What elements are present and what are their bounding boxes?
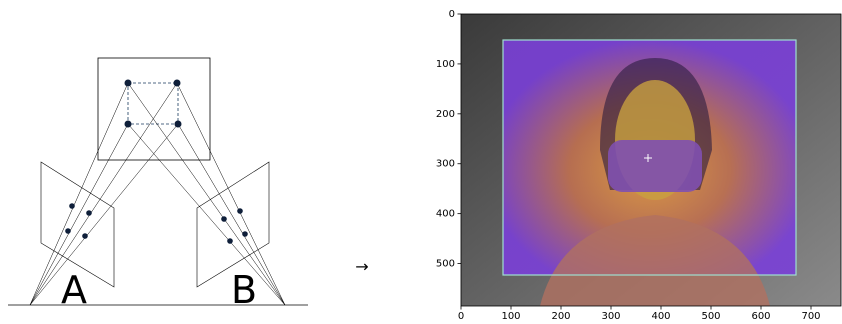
camera-label: B [231,268,257,312]
y-tick-label: 500 [436,259,455,270]
points [65,80,248,244]
figure: A B → 0 100 200 300 400 500 600 700 0 100 200 300 40… [0,0,842,324]
object-box [98,58,210,160]
x-tick-label: 700 [801,311,820,322]
x-tick-label: 500 [701,311,720,322]
heatmap-image [461,14,841,306]
y-tick-label: 300 [436,159,455,170]
y-tick-label: 400 [436,209,455,220]
x-tick-label: 0 [458,311,464,322]
y-tick-label: 0 [449,9,455,20]
y-tick-label: 200 [436,109,455,120]
arrow: → [355,257,368,276]
x-tick-label: 600 [751,311,770,322]
y-tick-label: 100 [436,59,455,70]
x-tick-label: 100 [501,311,520,322]
x-tick-label: 400 [651,311,670,322]
x-tick-label: 200 [551,311,570,322]
stereo-diagram [8,58,308,305]
dashed-square [128,83,178,124]
x-tick-label: 300 [601,311,620,322]
camera-label: A [61,268,87,312]
